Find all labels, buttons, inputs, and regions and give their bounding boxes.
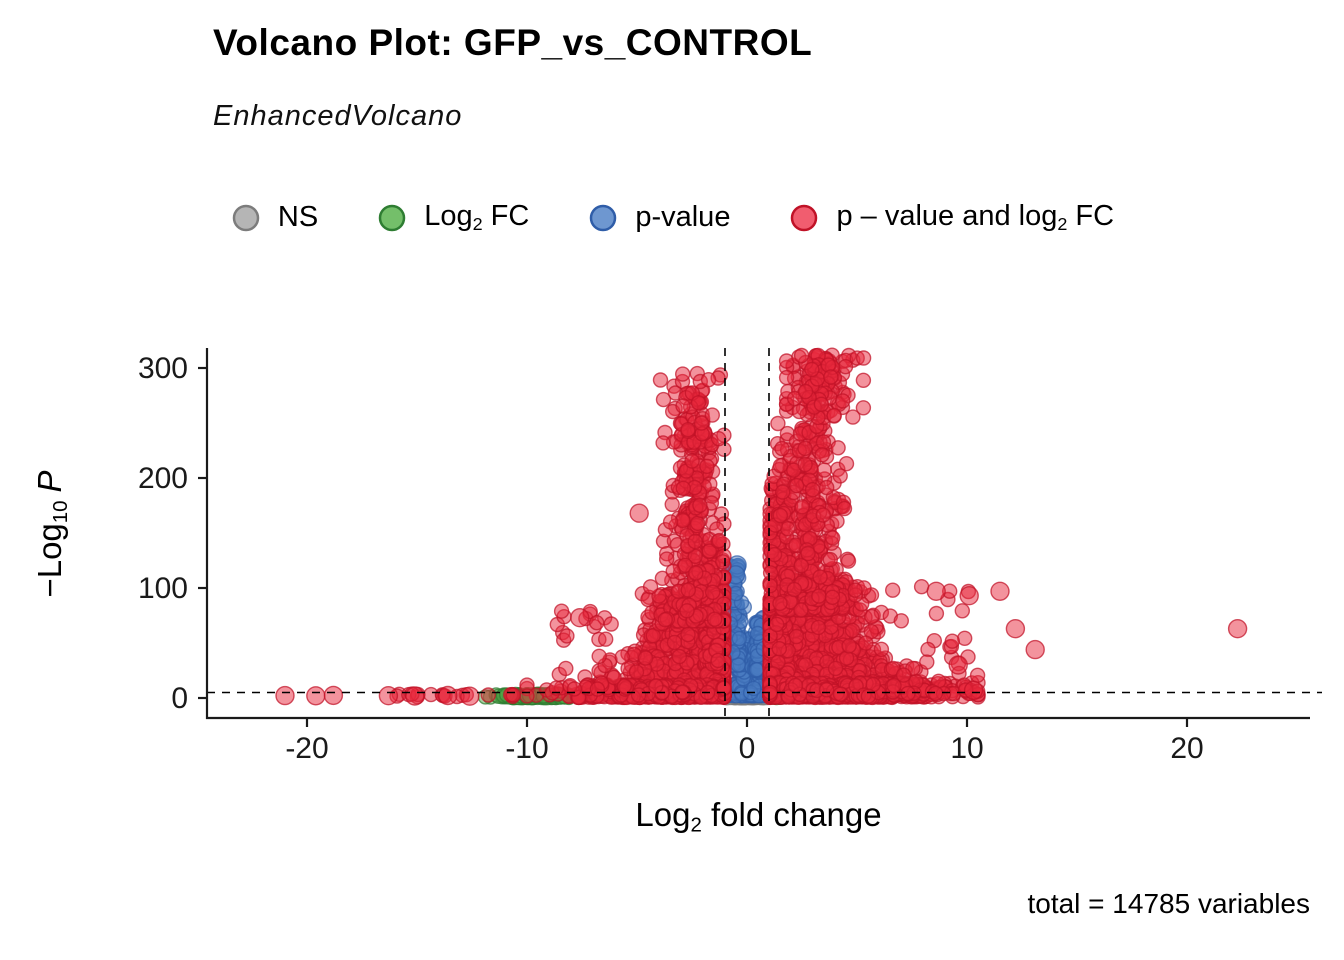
data-point (788, 628, 805, 645)
data-point (652, 372, 669, 388)
data-point (844, 622, 861, 639)
data-point (873, 641, 890, 657)
data-point (774, 440, 790, 457)
data-point (662, 514, 679, 530)
data-point (818, 682, 835, 698)
data-point (830, 440, 846, 456)
data-point (775, 484, 791, 500)
data-point (919, 654, 935, 670)
data-point (657, 612, 673, 628)
data-point (666, 634, 683, 651)
data-point (710, 652, 726, 669)
data-point (786, 581, 802, 598)
data-point (840, 553, 857, 569)
data-point (675, 480, 691, 496)
data-point (969, 667, 986, 683)
data-point (780, 521, 796, 537)
data-point (944, 633, 960, 649)
data-point (687, 533, 703, 550)
data-point (900, 685, 916, 702)
data-point (920, 641, 936, 658)
data-point (895, 667, 912, 683)
data-point (847, 582, 863, 598)
data-point (816, 462, 832, 478)
data-point (730, 657, 746, 673)
data-point (855, 372, 872, 388)
data-point (772, 595, 788, 611)
data-point (804, 482, 821, 498)
data-point (771, 641, 787, 657)
data-point (832, 468, 848, 484)
data-point (705, 584, 721, 600)
data-point (748, 662, 765, 678)
data-point (797, 383, 814, 400)
data-point (855, 350, 872, 366)
data-point (954, 603, 970, 619)
data-point (731, 630, 747, 647)
data-point (684, 453, 700, 469)
data-point (787, 677, 804, 694)
data-point (835, 393, 851, 409)
data-point (690, 515, 706, 531)
data-point (804, 361, 820, 378)
data-point (772, 507, 788, 524)
data-point (769, 616, 785, 633)
data-point (823, 369, 839, 385)
data-point (913, 579, 930, 595)
data-point (762, 578, 778, 594)
data-point (811, 588, 827, 604)
data-point (788, 477, 805, 494)
data-point (928, 605, 945, 622)
data-point (680, 582, 696, 598)
data-point (711, 532, 727, 549)
data-point (836, 500, 853, 517)
data-point (885, 582, 901, 598)
data-point (827, 660, 844, 677)
data-point (812, 569, 828, 585)
data-point (837, 359, 854, 375)
data-point (797, 456, 813, 473)
data-point (707, 611, 723, 627)
data-point (893, 613, 909, 629)
data-point (642, 579, 659, 595)
data-point (815, 434, 832, 450)
data-point (679, 603, 695, 619)
data-point (824, 589, 841, 605)
data-point (832, 686, 849, 702)
data-point (822, 551, 838, 568)
data-point (841, 638, 857, 654)
data-point (858, 635, 874, 651)
data-point (845, 409, 861, 425)
data-point (746, 680, 762, 697)
data-point (688, 565, 704, 581)
data-point (680, 626, 696, 643)
data-point (813, 396, 830, 412)
data-point (793, 347, 810, 364)
data-point (815, 507, 831, 523)
data-point (699, 458, 715, 474)
data-point (637, 650, 654, 666)
data-point (715, 554, 731, 570)
data-point (692, 497, 708, 513)
data-point (797, 440, 813, 457)
data-point (814, 447, 830, 463)
data-point (772, 458, 789, 474)
data-point (791, 403, 807, 420)
data-point (794, 499, 810, 515)
data-point (819, 479, 835, 496)
data-point (826, 407, 842, 424)
data-point (810, 619, 827, 636)
data-point (762, 565, 779, 581)
data-point (957, 630, 973, 646)
data-point (671, 648, 687, 665)
data-point (800, 545, 816, 562)
data-point (778, 369, 795, 386)
data-point (838, 650, 855, 666)
data-point (825, 530, 841, 546)
data-point (860, 688, 877, 704)
